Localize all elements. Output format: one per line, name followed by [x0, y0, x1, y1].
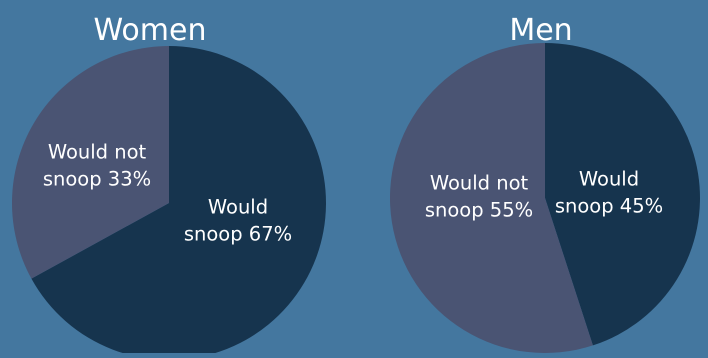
slice-label-women-would-not-snoop: Would not: [48, 141, 147, 164]
slice-label-men-would-snoop: snoop 45%: [555, 195, 663, 218]
pie-slice-women-would-not-snoop: [11, 46, 170, 279]
chart-title-women: Women: [94, 13, 207, 48]
pie-chart-women: Women Would snoop 67% Would not snoop 33%: [11, 13, 326, 358]
slice-label-men-would-snoop: Would: [579, 168, 639, 191]
slice-label-women-would-snoop: snoop 67%: [184, 223, 292, 246]
pie-chart-men: Men Would snoop 45% Would not snoop 55%: [389, 13, 700, 354]
pie-slice-men-would-not-snoop: [389, 43, 593, 354]
slice-label-men-would-not-snoop: Would not: [430, 172, 529, 195]
chart-title-men: Men: [509, 13, 572, 48]
pie-slice-women-would-snoop: [31, 46, 326, 358]
slice-label-women-would-snoop: Would: [208, 196, 268, 219]
pie-slice-men-would-snoop: [545, 43, 700, 346]
slice-label-women-would-not-snoop: snoop 33%: [43, 168, 151, 191]
slice-label-men-would-not-snoop: snoop 55%: [425, 199, 533, 222]
